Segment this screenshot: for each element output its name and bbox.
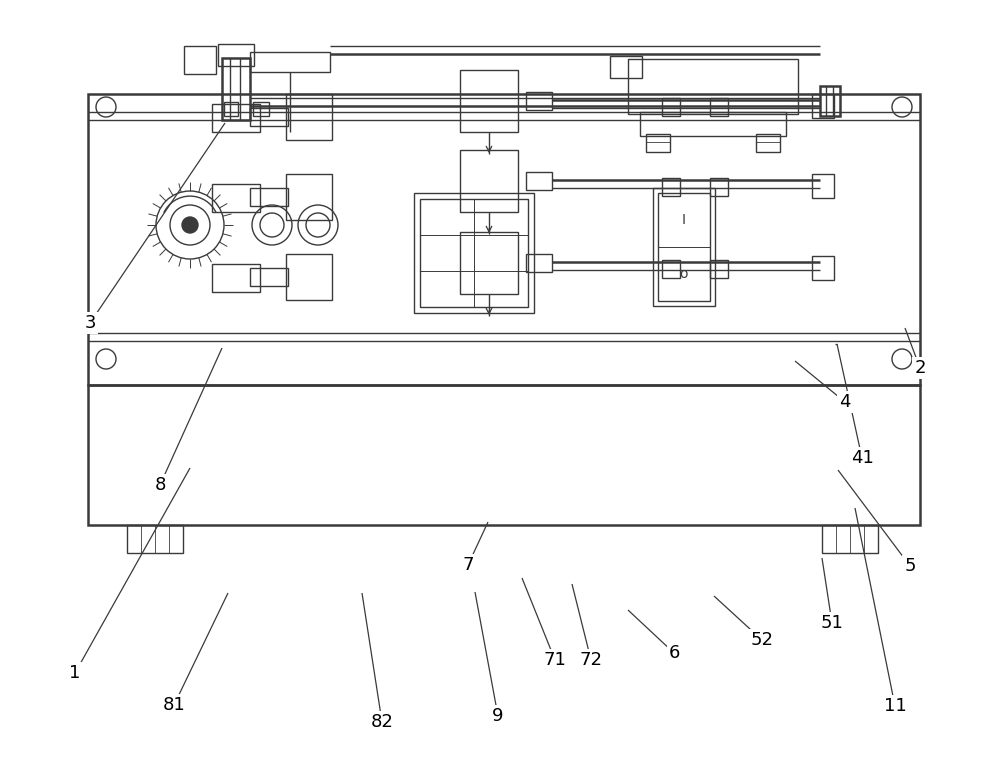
Bar: [250, 52, 330, 72]
Bar: [710, 260, 728, 278]
Bar: [286, 174, 332, 220]
Text: 11: 11: [884, 697, 906, 715]
Bar: [812, 256, 834, 280]
Text: 51: 51: [821, 614, 843, 632]
Bar: [212, 104, 260, 132]
Text: 81: 81: [163, 696, 185, 714]
Bar: [526, 254, 552, 272]
Bar: [414, 193, 534, 313]
Bar: [212, 264, 260, 292]
Bar: [646, 134, 670, 152]
Bar: [812, 174, 834, 198]
Bar: [250, 188, 288, 206]
Text: 7: 7: [462, 556, 474, 574]
Bar: [662, 98, 680, 116]
Bar: [460, 70, 518, 132]
Bar: [610, 56, 642, 78]
Text: 71: 71: [544, 651, 566, 669]
Bar: [253, 102, 269, 116]
Bar: [286, 254, 332, 300]
Bar: [822, 525, 878, 553]
Bar: [820, 86, 840, 116]
Bar: [710, 98, 728, 116]
Bar: [812, 94, 834, 118]
Bar: [640, 112, 786, 136]
Text: 6: 6: [668, 644, 680, 662]
Text: I: I: [682, 213, 686, 227]
Bar: [662, 260, 680, 278]
Text: 52: 52: [750, 631, 774, 649]
Bar: [628, 59, 798, 114]
Bar: [250, 268, 288, 286]
Bar: [218, 44, 254, 66]
Bar: [526, 172, 552, 190]
Text: 1: 1: [69, 664, 81, 682]
Text: o: o: [680, 267, 688, 281]
Text: 4: 4: [839, 393, 851, 411]
Bar: [658, 193, 710, 301]
Bar: [88, 94, 920, 385]
Bar: [460, 150, 518, 212]
Bar: [662, 178, 680, 196]
Text: 9: 9: [492, 707, 504, 725]
Bar: [250, 108, 288, 126]
Bar: [88, 385, 920, 525]
Text: 2: 2: [914, 359, 926, 377]
Bar: [222, 58, 250, 120]
Bar: [756, 134, 780, 152]
Bar: [653, 188, 715, 306]
Bar: [286, 94, 332, 140]
Text: 5: 5: [904, 557, 916, 575]
Circle shape: [182, 217, 198, 233]
Bar: [710, 178, 728, 196]
Bar: [460, 232, 518, 294]
Text: 8: 8: [154, 476, 166, 494]
Bar: [212, 184, 260, 212]
Bar: [526, 92, 552, 110]
Text: 72: 72: [580, 651, 602, 669]
Bar: [224, 102, 238, 116]
Text: 41: 41: [851, 449, 873, 467]
Bar: [184, 46, 216, 74]
Bar: [420, 199, 528, 307]
Bar: [127, 525, 183, 553]
Text: 3: 3: [84, 314, 96, 332]
Text: 82: 82: [371, 713, 393, 731]
